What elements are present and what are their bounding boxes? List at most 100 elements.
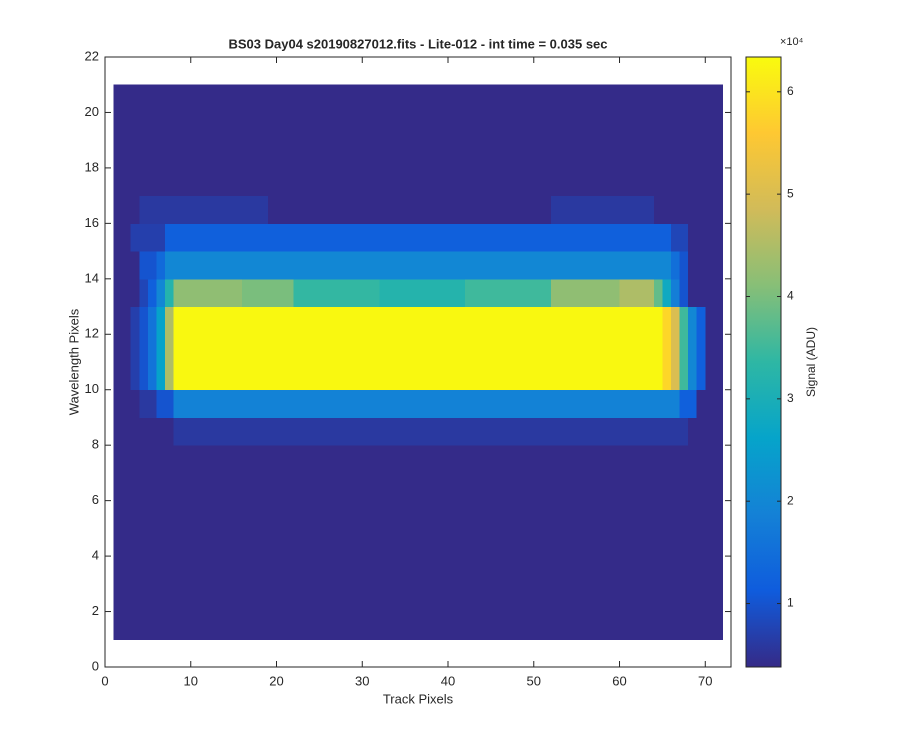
heatmap-cell (353, 251, 363, 280)
heatmap-cell (593, 472, 603, 502)
heatmap-cell (156, 251, 166, 280)
heatmap-cell (499, 611, 509, 640)
heatmap-cell (696, 167, 706, 197)
heatmap-cell (559, 223, 569, 252)
heatmap-cell (516, 84, 526, 113)
heatmap-cell (319, 306, 329, 335)
heatmap-cell (216, 84, 226, 113)
heatmap-cell (465, 528, 475, 557)
heatmap-cell (362, 556, 372, 585)
heatmap-cell (619, 362, 629, 391)
heatmap-cell (645, 528, 655, 557)
heatmap-cell (147, 389, 157, 418)
heatmap-cell (645, 389, 655, 418)
heatmap-cell (302, 334, 312, 363)
heatmap-cell (645, 583, 655, 613)
heatmap-cell (525, 278, 535, 308)
heatmap-cell (387, 389, 398, 418)
heatmap-cell (653, 195, 663, 224)
heatmap-cell (568, 417, 578, 446)
heatmap-cell (636, 223, 646, 252)
heatmap-cell (473, 84, 483, 113)
heatmap-cell (302, 167, 312, 197)
heatmap-cell (216, 195, 226, 224)
heatmap-cell (387, 528, 398, 557)
heatmap-cell (319, 583, 329, 613)
heatmap-cell (645, 195, 655, 224)
heatmap-cell (233, 278, 243, 308)
heatmap-cell (233, 389, 243, 418)
heatmap-cell (113, 556, 123, 585)
heatmap-cell (173, 167, 183, 197)
heatmap-cell (293, 195, 303, 224)
heatmap-cell (190, 500, 200, 529)
heatmap-cell (387, 556, 398, 585)
heatmap-cell (576, 334, 586, 363)
heatmap-cell (362, 195, 372, 224)
heatmap-cell (688, 140, 698, 169)
heatmap-cell (576, 251, 586, 280)
heatmap-cell (165, 472, 175, 502)
heatmap-cell (250, 528, 260, 557)
heatmap-cell (267, 306, 278, 335)
heatmap-cell (448, 583, 458, 613)
heatmap-cell (602, 417, 612, 446)
heatmap-cell (353, 306, 363, 335)
heatmap-cell (593, 112, 603, 141)
heatmap-cell (602, 112, 612, 141)
heatmap-cell (165, 556, 175, 585)
heatmap-cell (593, 583, 603, 613)
heatmap-cell (705, 528, 715, 557)
heatmap-cell (336, 223, 346, 252)
heatmap-cell (542, 472, 552, 502)
heatmap-cell (396, 223, 406, 252)
heatmap-cell (636, 278, 646, 308)
heatmap-cell (679, 472, 689, 502)
heatmap-cell (568, 528, 578, 557)
heatmap-cell (259, 556, 269, 585)
heatmap-cell (439, 445, 449, 474)
heatmap-cell (439, 472, 449, 502)
heatmap-cell (482, 583, 492, 613)
heatmap-cell (499, 472, 509, 502)
heatmap-cell (422, 195, 432, 224)
heatmap-cell (482, 278, 492, 308)
heatmap-cell (705, 389, 715, 418)
heatmap-cell (456, 528, 466, 557)
heatmap-cell (396, 306, 406, 335)
heatmap-cell (199, 112, 209, 141)
heatmap-cell (499, 167, 509, 197)
heatmap-cell (413, 334, 423, 363)
heatmap-cell (696, 389, 706, 418)
heatmap-cell (559, 445, 569, 474)
heatmap-cell (559, 417, 569, 446)
heatmap-cell (259, 112, 269, 141)
heatmap-cell (619, 167, 629, 197)
heatmap-cell (182, 417, 192, 446)
heatmap-cell (310, 528, 320, 557)
heatmap-cell (688, 472, 698, 502)
heatmap-cell (645, 500, 655, 529)
heatmap-cell (593, 167, 603, 197)
heatmap-cell (413, 556, 423, 585)
heatmap-cell (207, 278, 217, 308)
heatmap-cell (508, 195, 518, 224)
heatmap-cell (165, 140, 175, 169)
heatmap-cell (593, 140, 603, 169)
heatmap-cell (456, 140, 466, 169)
heatmap-cell (542, 112, 552, 141)
heatmap-cell (319, 195, 329, 224)
heatmap-cell (267, 140, 278, 169)
heatmap-cell (585, 84, 595, 113)
heatmap-cell (448, 556, 458, 585)
heatmap-cell (490, 167, 500, 197)
heatmap-cell (670, 528, 681, 557)
heatmap-cell (559, 362, 569, 391)
heatmap-cell (533, 500, 543, 529)
heatmap-cell (405, 334, 415, 363)
heatmap-cell (285, 583, 295, 613)
heatmap-cell (353, 112, 363, 141)
x-tick-label: 0 (101, 673, 108, 688)
heatmap-cell (413, 472, 423, 502)
heatmap-cell (439, 278, 449, 308)
